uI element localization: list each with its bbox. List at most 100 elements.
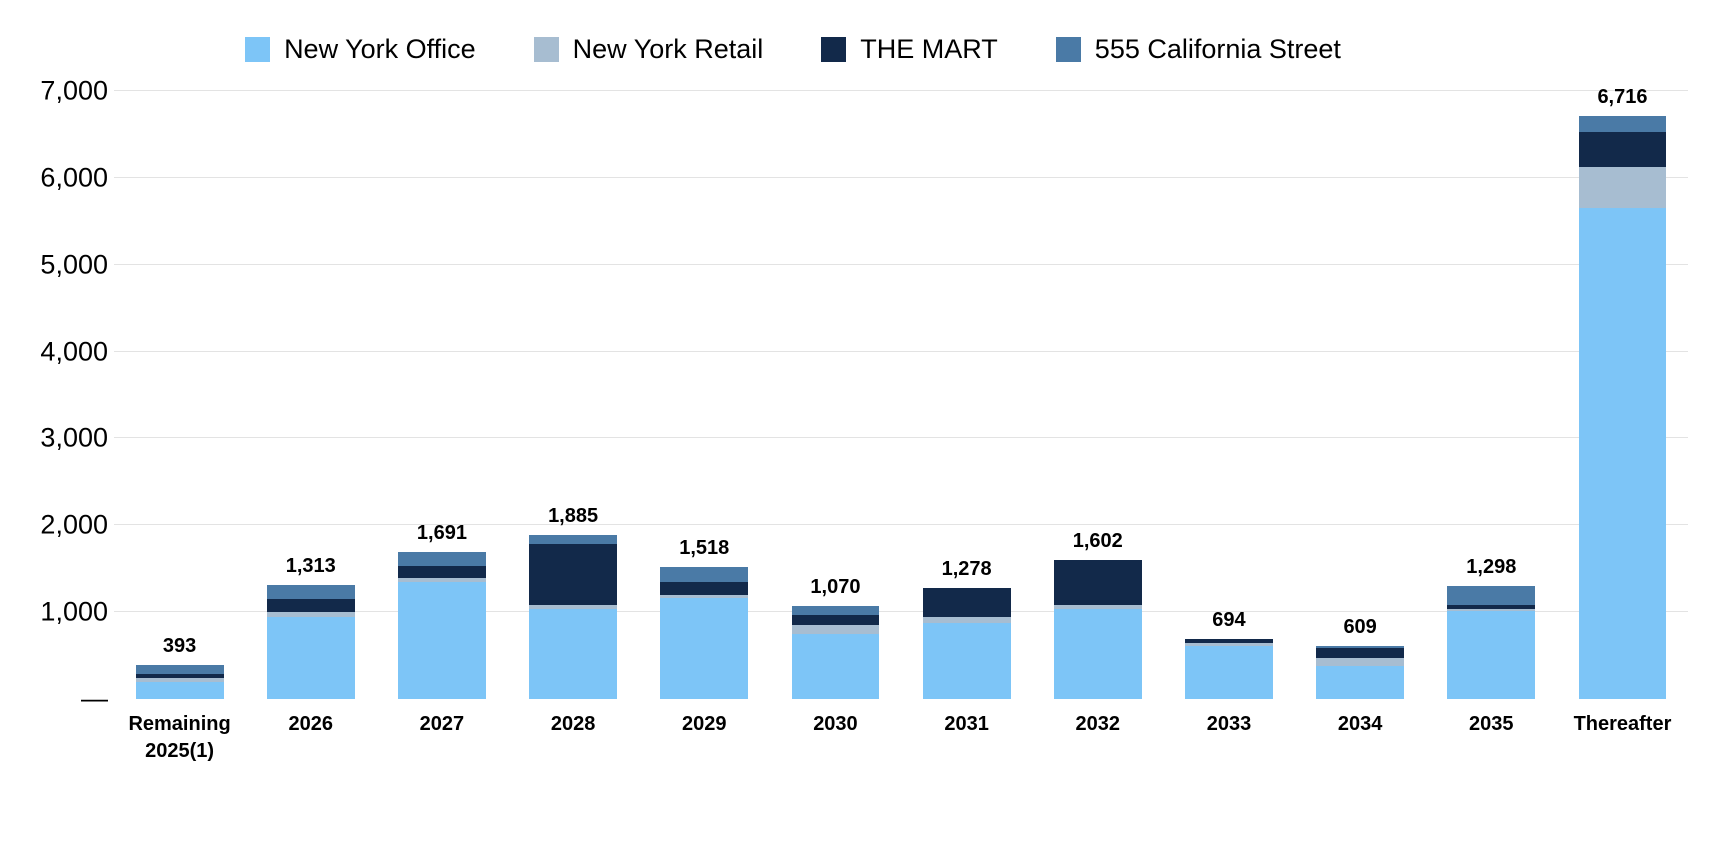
bar-total-label: 1,313 <box>285 555 336 577</box>
y-tick-label: 7,000 <box>40 75 108 106</box>
bars-row: 393 1,313 1,691 1,885 1,518 1,070 1,278 1,602 69… <box>114 87 1688 699</box>
stacked-bar <box>1185 638 1273 699</box>
bar-segment <box>266 599 355 613</box>
bar-segment <box>1316 647 1405 659</box>
bar-segment <box>529 535 618 544</box>
bar-segment <box>1053 608 1142 699</box>
bar-slot: 609 <box>1295 91 1426 699</box>
bar-total-label: 1,070 <box>810 576 861 599</box>
bar-segment <box>1578 166 1667 209</box>
x-axis-label: 2029 <box>682 713 727 735</box>
x-axis-label: 2033 <box>1206 713 1252 735</box>
y-axis: — 1,000 2,000 3,000 4,000 5,000 6,000 7,000 <box>18 77 114 712</box>
bar-slot: 1,885 <box>508 91 639 699</box>
legend-swatch-icon <box>533 37 559 62</box>
bar-segment <box>529 543 618 606</box>
bar-slot: 1,298 <box>1426 91 1557 699</box>
bar-segment <box>266 616 355 699</box>
stacked-bar <box>1316 646 1405 699</box>
bar-total-label: 1,885 <box>548 505 599 528</box>
x-axis-label: Remaining 2025(1) <box>128 713 231 762</box>
gridline <box>114 437 1688 439</box>
bar-total-label: 1,602 <box>1072 529 1123 552</box>
bar-segment <box>922 588 1011 618</box>
bar-segment <box>1316 658 1405 666</box>
bar-segment <box>397 566 486 579</box>
y-tick-label: 6,000 <box>40 162 108 193</box>
bar-total-label: 609 <box>1343 616 1377 639</box>
bar-segment <box>660 594 749 599</box>
stacked-bar <box>660 567 749 699</box>
stacked-bar <box>1053 559 1142 699</box>
bar-segment <box>660 581 749 595</box>
gridline <box>114 176 1688 178</box>
x-axis-label: 2035 <box>1469 713 1514 735</box>
x-labels-row: Remaining 2025(1) 2026 2027 2028 2029 2030 203… <box>114 711 1688 765</box>
gridline <box>114 263 1688 265</box>
bar-segment <box>397 581 486 699</box>
bar-slot: 6,716 <box>1557 87 1688 699</box>
stacked-bar <box>1447 586 1536 699</box>
bar-segment <box>1578 132 1667 167</box>
bar-segment <box>135 673 224 679</box>
bar-slot: 393 <box>114 91 245 699</box>
bar-slot: 1,691 <box>376 91 507 699</box>
stacked-bar <box>922 588 1011 699</box>
x-axis-label: 2032 <box>1075 713 1121 735</box>
y-tick-label: 1,000 <box>40 596 108 627</box>
bar-total-label: 1,518 <box>679 537 730 560</box>
bar-segment <box>1316 666 1405 699</box>
bar-total-label: 1,298 <box>1466 556 1517 579</box>
legend-swatch-icon <box>1055 37 1081 62</box>
bar-segment <box>529 605 618 609</box>
bar-segment <box>1185 638 1273 644</box>
plot-area: 393 1,313 1,691 1,885 1,518 1,070 1,278 1,602 69… <box>114 87 1688 699</box>
bar-total-label: 1,278 <box>941 558 992 581</box>
legend-item: THE MART <box>821 34 998 65</box>
legend-item: New York Retail <box>533 34 763 65</box>
bar-slot: 1,278 <box>901 91 1032 699</box>
stacked-bar <box>791 606 880 699</box>
bar-segment <box>1316 646 1405 648</box>
gridline <box>114 611 1688 613</box>
plot-row: — 1,000 2,000 3,000 4,000 5,000 6,000 7,000 393… <box>18 77 1688 712</box>
x-axis-label: 2026 <box>288 713 334 735</box>
legend-item: New York Office <box>245 34 476 65</box>
gridline <box>114 524 1688 526</box>
legend-swatch-icon <box>245 37 271 62</box>
bar-segment <box>135 678 224 682</box>
legend-label: New York Office <box>284 34 476 64</box>
bar-segment <box>135 664 224 674</box>
bar-segment <box>1185 645 1273 699</box>
bar-segment <box>529 608 618 699</box>
y-tick-label: 2,000 <box>40 509 108 540</box>
bar-segment <box>1447 611 1536 699</box>
legend-swatch-icon <box>821 37 847 62</box>
legend-label: THE MART <box>860 34 998 64</box>
bar-segment <box>791 625 880 634</box>
x-axis-label: 2028 <box>550 713 596 735</box>
stacked-bar <box>266 585 355 699</box>
bar-segment <box>1053 559 1142 606</box>
bar-segment <box>266 612 355 617</box>
legend-label: 555 California Street <box>1094 34 1341 64</box>
bar-segment <box>135 681 224 699</box>
bar-slot: 1,518 <box>639 91 770 699</box>
bar-slot: 1,070 <box>770 91 901 699</box>
bar-segment <box>1053 605 1142 609</box>
gridline <box>114 350 1688 352</box>
legend-item: 555 California Street <box>1055 34 1341 65</box>
bar-segment <box>791 633 880 699</box>
y-tick-label: 4,000 <box>40 336 108 367</box>
x-axis-label: Thereafter <box>1573 713 1672 735</box>
bar-segment <box>660 567 749 582</box>
bar-segment <box>1578 115 1667 133</box>
x-axis-label: 2030 <box>813 713 858 735</box>
bar-segment <box>791 606 880 615</box>
gridline <box>114 90 1688 91</box>
bar-segment <box>397 552 486 567</box>
stacked-bar <box>1578 115 1667 699</box>
bar-total-label: 6,716 <box>1597 85 1648 108</box>
bar-slot: 1,602 <box>1032 91 1163 699</box>
bar-segment <box>922 622 1011 699</box>
